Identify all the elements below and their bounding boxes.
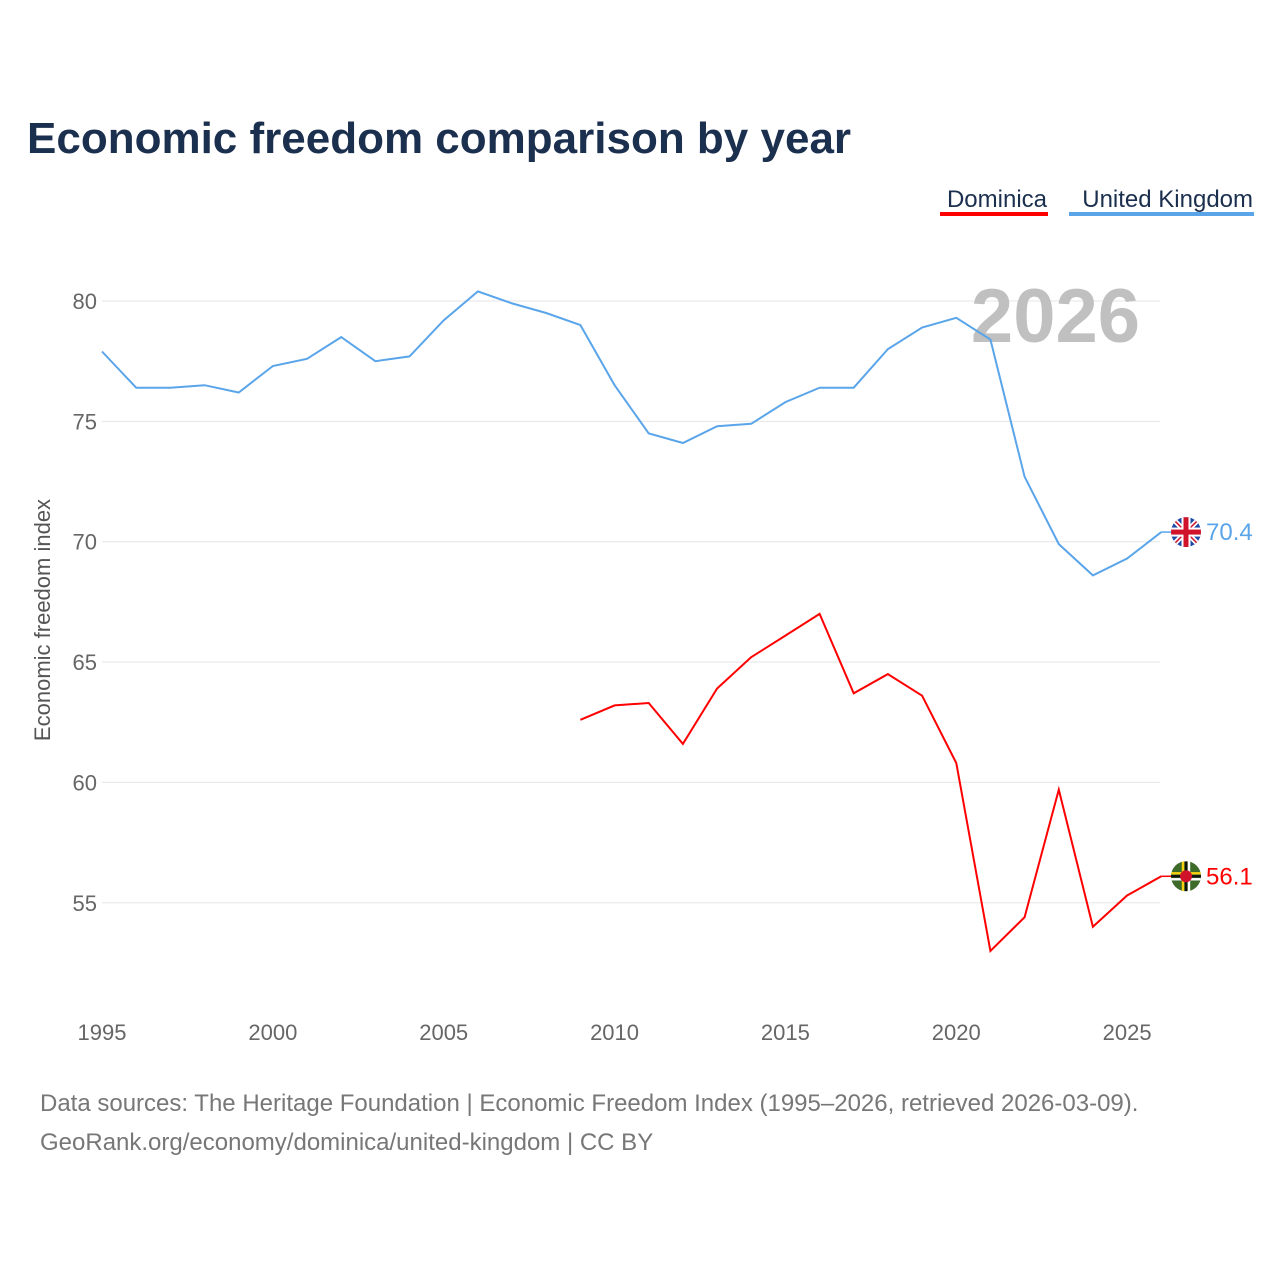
uk-flag-icon bbox=[1171, 517, 1201, 548]
y-tick-label: 55 bbox=[73, 891, 97, 916]
y-tick-label: 65 bbox=[73, 650, 97, 675]
y-tick-label: 75 bbox=[73, 409, 97, 434]
series-group bbox=[101, 290, 1162, 953]
legend: Dominica United Kingdom bbox=[940, 186, 1254, 216]
year-watermark: 2026 bbox=[971, 274, 1140, 359]
x-tick-label: 2015 bbox=[761, 1020, 810, 1045]
dominica-flag-icon bbox=[1171, 861, 1201, 892]
legend-uk-swatch bbox=[1069, 212, 1254, 216]
x-tick-label: 2020 bbox=[932, 1020, 981, 1045]
x-tick-label: 1995 bbox=[78, 1020, 127, 1045]
chart-title: Economic freedom comparison by year bbox=[27, 114, 851, 163]
x-tick-label: 2010 bbox=[590, 1020, 639, 1045]
footer-sources: Data sources: The Heritage Foundation | … bbox=[40, 1090, 1138, 1117]
y-tick-label: 60 bbox=[73, 770, 97, 795]
x-tick-label: 2005 bbox=[419, 1020, 468, 1045]
grid: 55 60 65 70 75 80 1995 2000 2005 2010 2015 2020 2025 bbox=[73, 289, 1160, 1045]
end-value-label: 70.4 bbox=[1206, 519, 1253, 546]
y-axis-label: Economic freedom index bbox=[30, 499, 55, 741]
x-tick-label: 2000 bbox=[248, 1020, 297, 1045]
end-markers: 56.1 70.4 bbox=[1161, 517, 1253, 892]
legend-dominica-swatch bbox=[940, 212, 1048, 216]
y-tick-label: 70 bbox=[73, 530, 97, 555]
series-line-dominica bbox=[580, 612, 1162, 953]
end-value-label: 56.1 bbox=[1206, 863, 1253, 890]
y-tick-label: 80 bbox=[73, 289, 97, 314]
series-line-united-kingdom bbox=[101, 290, 1162, 577]
legend-dominica[interactable]: Dominica bbox=[947, 186, 1048, 213]
legend-united-kingdom[interactable]: United Kingdom bbox=[1082, 186, 1253, 213]
x-tick-label: 2025 bbox=[1103, 1020, 1152, 1045]
footer-link[interactable]: GeoRank.org/economy/dominica/united-king… bbox=[40, 1129, 653, 1156]
